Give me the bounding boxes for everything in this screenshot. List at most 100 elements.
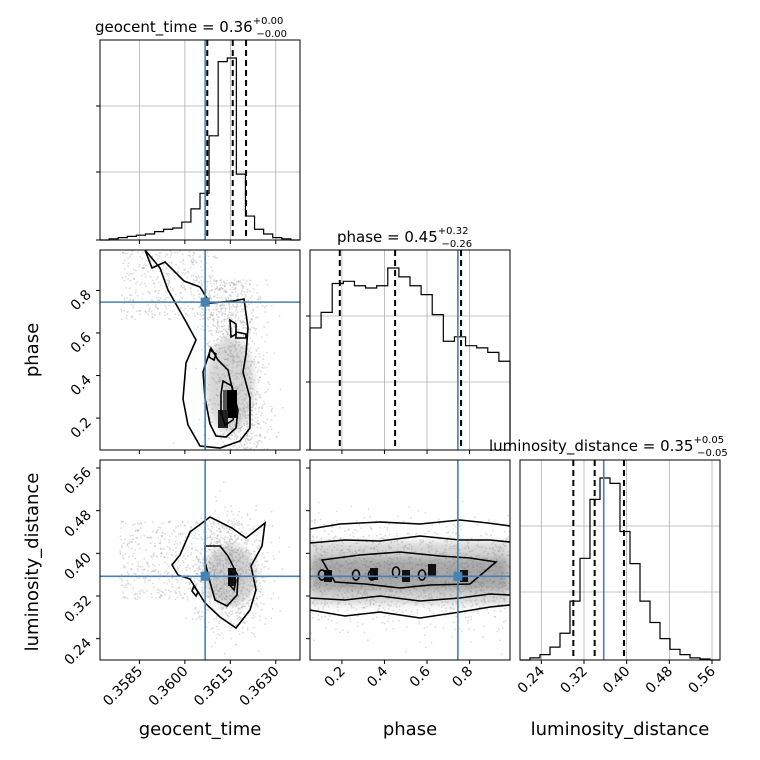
scatter-point <box>199 568 202 571</box>
scatter-point <box>387 617 390 620</box>
scatter-point <box>260 414 262 417</box>
scatter-point <box>310 632 312 635</box>
scatter-point <box>258 572 260 574</box>
scatter-point <box>159 542 162 545</box>
scatter-point <box>250 312 253 314</box>
scatter-point <box>198 559 200 561</box>
scatter-point <box>234 536 236 539</box>
scatter-point <box>265 279 268 281</box>
ytick-label-p-1: 0.4 <box>68 372 95 399</box>
scatter-point <box>258 355 261 358</box>
scatter-point <box>239 616 242 619</box>
scatter-point <box>159 596 161 599</box>
scatter-point <box>313 521 316 524</box>
scatter-point <box>210 537 213 540</box>
scatter-point <box>242 447 245 449</box>
scatter-point <box>198 418 201 421</box>
scatter-point <box>162 591 164 594</box>
scatter-point <box>462 605 465 607</box>
scatter-point <box>251 403 254 406</box>
xtick-label-t-1: 0.3600 <box>146 664 192 710</box>
scatter-point <box>251 432 253 435</box>
density-geocent-time-vs-phase <box>99 249 301 451</box>
scatter-point <box>143 263 146 266</box>
scatter-point <box>192 274 195 277</box>
scatter-point <box>132 272 135 275</box>
scatter-point <box>197 612 200 614</box>
scatter-point <box>228 307 231 309</box>
scatter-point <box>268 363 270 365</box>
scatter-point <box>209 417 212 420</box>
scatter-point <box>187 305 190 308</box>
scatter-point <box>207 344 210 347</box>
scatter-point <box>187 254 190 257</box>
scatter-point <box>156 258 159 260</box>
scatter-point <box>221 333 224 335</box>
scatter-point <box>223 528 226 530</box>
scatter-point <box>228 308 231 311</box>
scatter-point <box>247 343 250 346</box>
scatter-point <box>186 276 189 279</box>
scatter-point <box>137 565 140 568</box>
scatter-point <box>174 590 177 593</box>
scatter-point <box>223 538 226 540</box>
scatter-point <box>161 590 164 593</box>
scatter-point <box>257 360 260 363</box>
scatter-point <box>228 540 231 543</box>
scatter-point <box>197 579 200 582</box>
scatter-point <box>150 299 153 301</box>
scatter-point <box>194 367 197 370</box>
contour-top-mid <box>310 535 510 544</box>
scatter-point <box>131 538 134 541</box>
scatter-point <box>235 611 238 613</box>
scatter-point <box>437 604 440 607</box>
scatter-point <box>160 548 163 551</box>
scatter-point <box>154 569 157 572</box>
scatter-point <box>145 561 148 564</box>
scatter-point <box>259 376 262 379</box>
scatter-point <box>240 302 243 305</box>
scatter-point <box>356 625 359 628</box>
scatter-point <box>503 607 506 610</box>
scatter-point <box>172 289 175 292</box>
scatter-point <box>205 538 208 541</box>
scatter-point <box>164 311 166 314</box>
scatter-point <box>235 309 237 312</box>
scatter-point <box>228 629 231 632</box>
scatter-point <box>477 612 479 615</box>
scatter-point <box>238 616 241 618</box>
scatter-point <box>419 640 422 643</box>
scatter-point <box>275 436 278 439</box>
scatter-point <box>231 286 234 289</box>
scatter-point <box>163 298 166 301</box>
scatter-point <box>239 612 242 614</box>
scatter-point <box>252 309 255 312</box>
scatter-point <box>129 294 131 297</box>
scatter-point <box>222 332 225 335</box>
scatter-point <box>222 325 225 327</box>
scatter-point <box>227 615 229 617</box>
scatter-point <box>175 546 177 549</box>
scatter-point <box>243 296 246 299</box>
scatter-point <box>262 363 264 366</box>
scatter-point <box>331 523 333 525</box>
scatter-point <box>148 310 151 313</box>
scatter-point <box>231 291 233 293</box>
scatter-point <box>244 541 247 544</box>
scatter-point <box>262 358 265 361</box>
scatter-point <box>228 612 231 615</box>
scatter-point <box>227 317 230 320</box>
scatter-point <box>138 265 141 268</box>
scatter-point <box>505 539 507 541</box>
scatter-point <box>192 259 195 262</box>
scatter-point <box>252 405 255 407</box>
scatter-point <box>211 285 213 287</box>
scatter-point <box>184 536 187 538</box>
scatter-point <box>488 519 490 522</box>
scatter-point <box>226 531 228 534</box>
scatter-point <box>415 603 417 606</box>
scatter-point <box>208 341 211 343</box>
scatter-point <box>176 251 179 254</box>
scatter-point <box>418 622 421 625</box>
scatter-point <box>193 570 196 573</box>
